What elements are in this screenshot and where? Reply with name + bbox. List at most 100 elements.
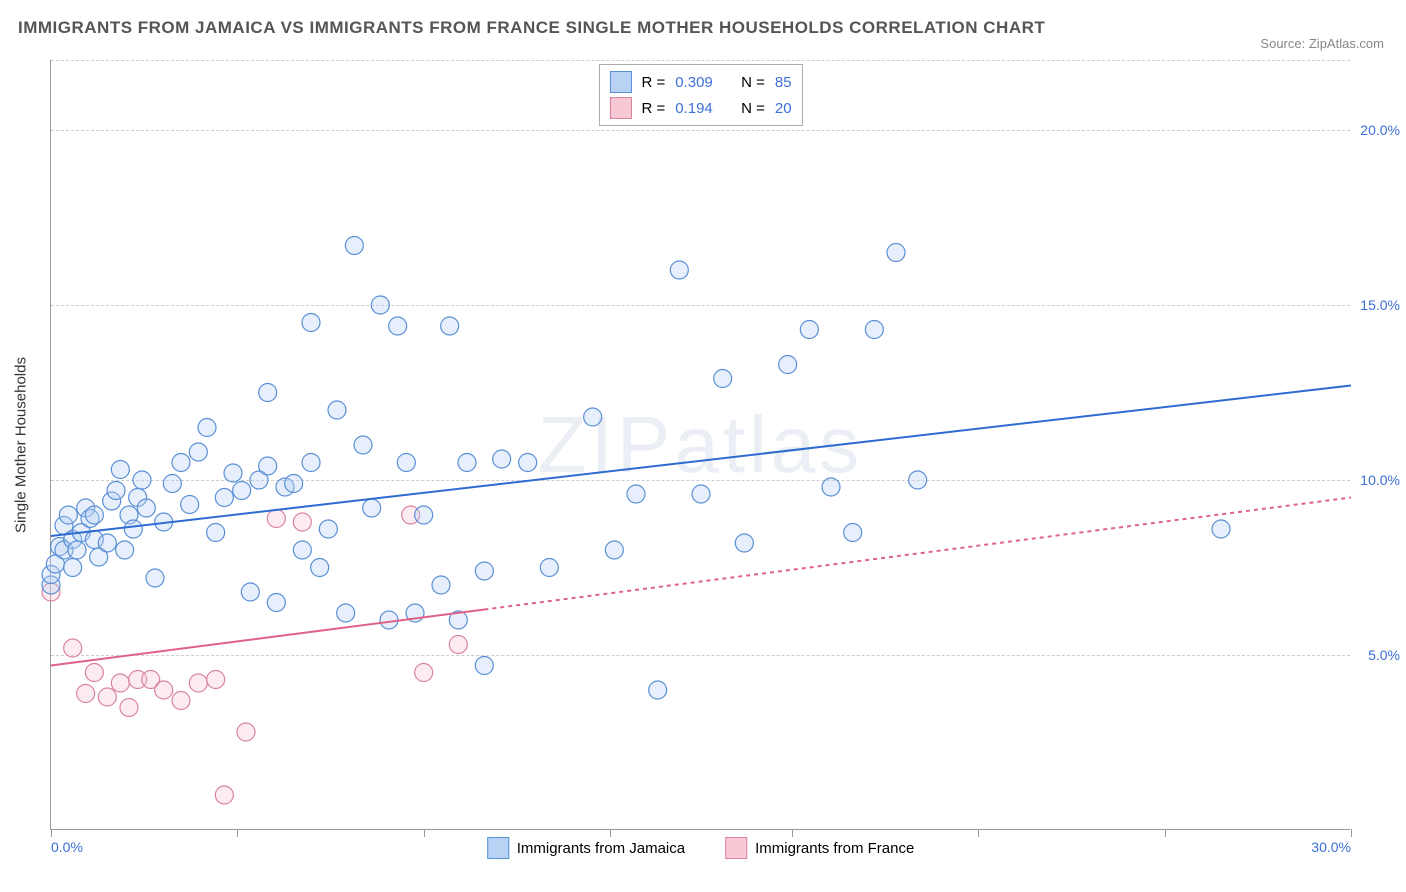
data-point: [371, 296, 389, 314]
data-point: [337, 604, 355, 622]
data-point: [415, 506, 433, 524]
x-tick: [424, 829, 425, 837]
data-point: [670, 261, 688, 279]
data-point: [68, 541, 86, 559]
data-point: [432, 576, 450, 594]
data-point: [137, 499, 155, 517]
source-label: Source:: [1260, 36, 1305, 51]
data-point: [98, 534, 116, 552]
data-point: [311, 559, 329, 577]
swatch-france: [725, 837, 747, 859]
data-point: [692, 485, 710, 503]
data-point: [64, 639, 82, 657]
data-point: [735, 534, 753, 552]
data-point: [822, 478, 840, 496]
y-axis-label: Single Mother Households: [13, 357, 30, 533]
data-point: [207, 671, 225, 689]
data-point: [389, 317, 407, 335]
data-point: [133, 471, 151, 489]
data-point: [865, 321, 883, 339]
data-point: [909, 471, 927, 489]
data-point: [85, 664, 103, 682]
data-point: [363, 499, 381, 517]
legend-item-jamaica: Immigrants from Jamaica: [487, 837, 685, 859]
data-point: [345, 237, 363, 255]
data-point: [116, 541, 134, 559]
r-label: R =: [641, 74, 665, 91]
y-tick-label: 15.0%: [1360, 297, 1400, 313]
x-tick-label: 0.0%: [51, 839, 83, 855]
y-tick-label: 20.0%: [1360, 122, 1400, 138]
legend-stats-row-jamaica: R = 0.309 N = 85: [609, 69, 791, 95]
swatch-jamaica: [487, 837, 509, 859]
legend-label-france: Immigrants from France: [755, 840, 914, 857]
data-point: [120, 699, 138, 717]
x-tick: [978, 829, 979, 837]
x-tick: [792, 829, 793, 837]
legend-stats: R = 0.309 N = 85 R = 0.194 N = 20: [598, 64, 802, 126]
data-point: [111, 461, 129, 479]
data-point: [107, 482, 125, 500]
regression-line: [51, 610, 484, 666]
legend-label-jamaica: Immigrants from Jamaica: [517, 840, 685, 857]
data-point: [584, 408, 602, 426]
data-point: [844, 524, 862, 542]
data-point: [302, 314, 320, 332]
data-point: [293, 541, 311, 559]
source-name: ZipAtlas.com: [1309, 36, 1384, 51]
x-tick-label: 30.0%: [1311, 839, 1351, 855]
data-point: [267, 510, 285, 528]
n-label: N =: [741, 100, 765, 117]
x-tick: [51, 829, 52, 837]
data-point: [714, 370, 732, 388]
x-tick: [1165, 829, 1166, 837]
data-point: [155, 681, 173, 699]
data-point: [111, 674, 129, 692]
scatter-plot: [51, 60, 1350, 829]
y-tick-label: 10.0%: [1360, 472, 1400, 488]
data-point: [224, 464, 242, 482]
data-point: [649, 681, 667, 699]
data-point: [124, 520, 142, 538]
x-tick: [1351, 829, 1352, 837]
data-point: [241, 583, 259, 601]
data-point: [627, 485, 645, 503]
n-value-jamaica: 85: [775, 74, 792, 91]
x-tick: [237, 829, 238, 837]
data-point: [64, 559, 82, 577]
chart-title: IMMIGRANTS FROM JAMAICA VS IMMIGRANTS FR…: [18, 18, 1045, 38]
data-point: [198, 419, 216, 437]
data-point: [540, 559, 558, 577]
data-point: [172, 692, 190, 710]
data-point: [475, 657, 493, 675]
data-point: [59, 506, 77, 524]
data-point: [302, 454, 320, 472]
data-point: [458, 454, 476, 472]
data-point: [319, 520, 337, 538]
data-point: [189, 674, 207, 692]
swatch-jamaica: [609, 71, 631, 93]
data-point: [85, 506, 103, 524]
data-point: [328, 401, 346, 419]
data-point: [285, 475, 303, 493]
data-point: [233, 482, 251, 500]
data-point: [215, 489, 233, 507]
data-point: [397, 454, 415, 472]
data-point: [146, 569, 164, 587]
data-point: [493, 450, 511, 468]
data-point: [181, 496, 199, 514]
data-point: [449, 636, 467, 654]
data-point: [441, 317, 459, 335]
data-point: [293, 513, 311, 531]
data-point: [519, 454, 537, 472]
y-tick-label: 5.0%: [1368, 647, 1400, 663]
legend-item-france: Immigrants from France: [725, 837, 914, 859]
legend-series: Immigrants from Jamaica Immigrants from …: [487, 837, 915, 859]
data-point: [415, 664, 433, 682]
data-point: [172, 454, 190, 472]
data-point: [779, 356, 797, 374]
data-point: [475, 562, 493, 580]
regression-line: [51, 386, 1351, 537]
data-point: [237, 723, 255, 741]
data-point: [163, 475, 181, 493]
